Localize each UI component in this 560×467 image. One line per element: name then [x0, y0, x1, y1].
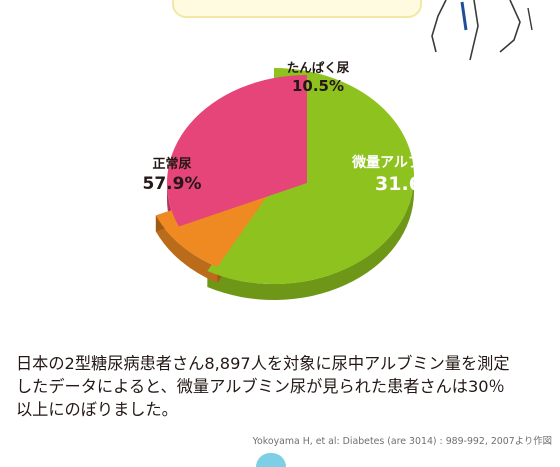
slice-label-2: 微量アルブミン尿 — [351, 154, 464, 171]
pie-slice-side-0 — [207, 176, 414, 300]
caption-line-3: 以上にのぼりました。 — [16, 400, 178, 419]
caption: 日本の2型糖尿病患者さん8,897人を対象に尿中アルブミン量を測定 したデータに… — [16, 352, 556, 421]
pie-chart: 正常尿 57.9% たんぱく尿 10.5% 微量アルブミン尿 31.6% — [142, 60, 464, 300]
slice-value-0: 57.9% — [143, 174, 202, 194]
caption-line-1: 日本の2型糖尿病患者さん8,897人を対象に尿中アルブミン量を測定 — [16, 354, 510, 373]
slice-value-2: 31.6% — [375, 173, 441, 195]
source-citation: Yokoyama H, et al: Diabetes (are 3014) :… — [252, 436, 552, 447]
pie-slice-side-1 — [155, 215, 218, 283]
slice-label-1: たんぱく尿 — [287, 60, 350, 75]
top-banner — [172, 0, 422, 18]
pie-slice-2 — [167, 75, 307, 227]
slice-value-1: 10.5% — [292, 77, 344, 95]
caption-line-2: したデータによると、微量アルブミン尿が見られた患者さんは30％ — [16, 377, 505, 396]
slice-label-0: 正常尿 — [152, 156, 191, 172]
pie-slice-0 — [207, 68, 414, 284]
